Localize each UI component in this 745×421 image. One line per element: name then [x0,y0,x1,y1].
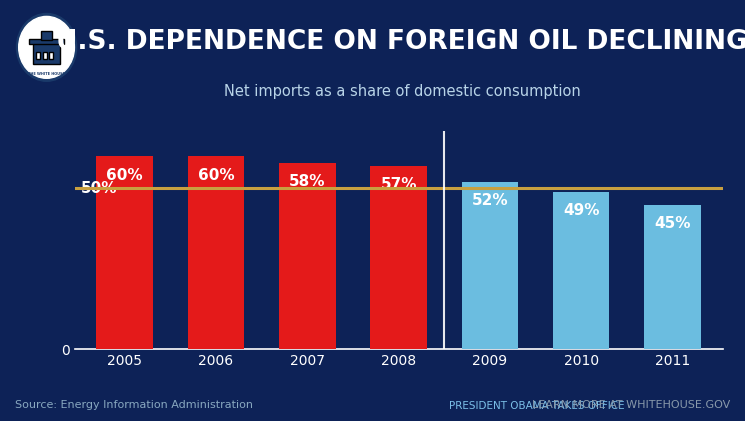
Text: PRESIDENT OBAMA TAKES OFFICE: PRESIDENT OBAMA TAKES OFFICE [448,401,624,411]
FancyBboxPatch shape [41,31,52,40]
Bar [188,156,244,349]
Text: Net imports as a share of domestic consumption: Net imports as a share of domestic consu… [224,84,580,99]
FancyBboxPatch shape [29,38,64,44]
Text: 58%: 58% [289,174,326,189]
Text: 60%: 60% [107,168,143,183]
Text: THE WHITE HOUSE: THE WHITE HOUSE [28,72,65,76]
Bar [553,192,609,349]
Text: 52%: 52% [472,193,508,208]
Text: LEARN MORE AT WHITEHOUSE.GOV: LEARN MORE AT WHITEHOUSE.GOV [532,400,730,410]
Text: 57%: 57% [381,177,416,192]
FancyBboxPatch shape [49,52,53,59]
Text: 49%: 49% [563,203,600,218]
Ellipse shape [16,13,77,81]
Text: 60%: 60% [197,168,235,183]
FancyBboxPatch shape [33,43,60,64]
Text: Source: Energy Information Administration: Source: Energy Information Administratio… [15,400,253,410]
Bar [96,156,153,349]
Bar [370,166,427,349]
Ellipse shape [19,16,74,78]
FancyBboxPatch shape [37,52,40,59]
Text: U.S. DEPENDENCE ON FOREIGN OIL DECLINING: U.S. DEPENDENCE ON FOREIGN OIL DECLINING [57,29,745,56]
Bar [462,182,519,349]
Text: 45%: 45% [654,216,691,231]
Text: 50%: 50% [81,181,118,196]
FancyBboxPatch shape [42,52,46,59]
Bar [644,205,701,349]
Bar [279,163,335,349]
